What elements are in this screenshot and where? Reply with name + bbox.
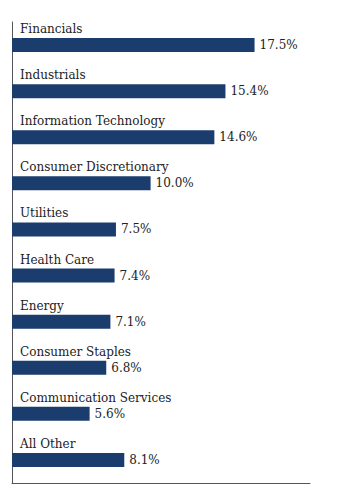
svg-text:7.4%: 7.4%: [120, 269, 151, 283]
svg-text:All Other: All Other: [19, 437, 76, 451]
svg-text:8.1%: 8.1%: [129, 453, 160, 467]
svg-text:Information Technology: Information Technology: [20, 114, 165, 128]
svg-text:6.8%: 6.8%: [111, 361, 141, 375]
svg-text:Utilities: Utilities: [20, 206, 68, 220]
svg-text:Financials: Financials: [20, 22, 82, 36]
svg-text:15.4%: 15.4%: [230, 84, 268, 98]
svg-text:Consumer Staples: Consumer Staples: [20, 345, 131, 359]
svg-text:Health Care: Health Care: [20, 253, 94, 267]
svg-text:7.5%: 7.5%: [121, 222, 151, 236]
svg-text:7.1%: 7.1%: [115, 315, 146, 329]
svg-text:14.6%: 14.6%: [219, 130, 257, 144]
svg-text:5.6%: 5.6%: [95, 407, 126, 421]
svg-text:Energy: Energy: [20, 299, 64, 313]
svg-text:Communication Services: Communication Services: [20, 391, 171, 405]
svg-text:10.0%: 10.0%: [156, 176, 194, 190]
svg-text:Consumer Discretionary: Consumer Discretionary: [20, 160, 169, 174]
svg-text:17.5%: 17.5%: [260, 38, 298, 52]
svg-text:Industrials: Industrials: [20, 68, 86, 82]
